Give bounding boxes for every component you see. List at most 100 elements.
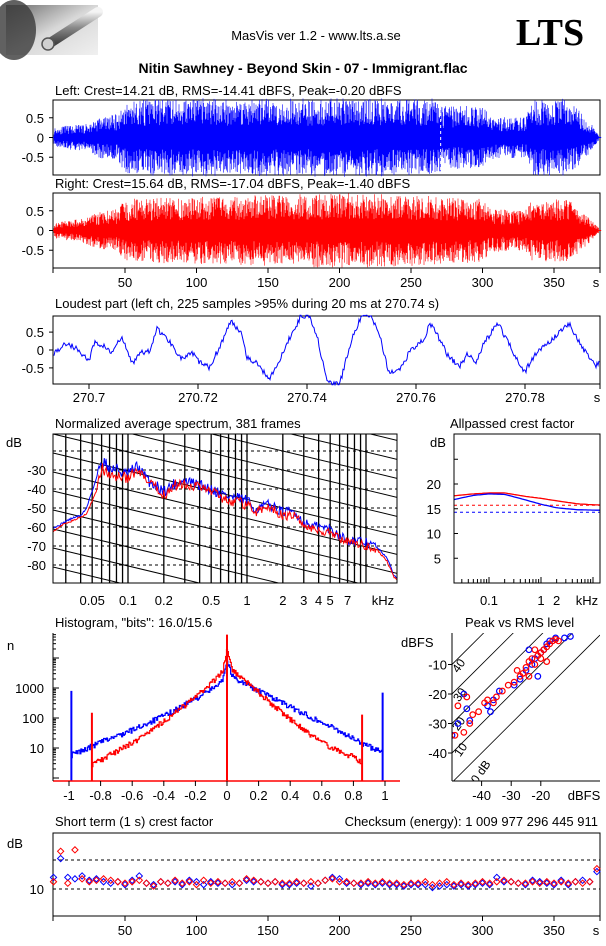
- y-tick-label: -10: [428, 658, 447, 673]
- x-axis-unit: kHz: [372, 593, 394, 608]
- slope-grid-line: [130, 434, 397, 498]
- crest-right-point: [342, 877, 351, 886]
- x-tick-label: 300: [472, 275, 494, 290]
- crest-right-point: [557, 877, 565, 886]
- lts-logo-text: LTS: [516, 12, 584, 54]
- crest-left-point: [314, 879, 322, 888]
- peak-rms-left-point: [561, 634, 568, 642]
- x-tick-label: 0.8: [344, 788, 362, 803]
- peak-rms-right-point: [543, 658, 551, 665]
- peak-rms-right-point: [510, 678, 518, 686]
- crest-left-point: [485, 880, 494, 889]
- y-tick-label: -50: [27, 501, 46, 516]
- crest-right-point: [156, 877, 165, 886]
- crest-right-point: [63, 879, 72, 888]
- crest-right-point: [543, 877, 551, 886]
- peak-rms-right-point: [493, 693, 500, 701]
- x-tick-label: 0.2: [155, 593, 173, 608]
- peak-rms-left-point: [466, 717, 474, 724]
- spectrum-grid: [53, 301, 397, 706]
- crest-right-point: [492, 877, 501, 886]
- slope-grid-line: [53, 301, 397, 383]
- crest-left-point: [85, 876, 94, 885]
- crest-right-point: [421, 877, 430, 886]
- peak-rms-right-point: [531, 661, 539, 668]
- crest-right-point: [206, 879, 215, 888]
- crest-right-point: [171, 876, 179, 885]
- crest-right-point: [507, 877, 515, 886]
- crest-left-point: [128, 876, 136, 885]
- x-tick-label: -1: [63, 788, 75, 803]
- crest-left-point: [71, 875, 79, 883]
- slope-grid-line: [53, 509, 361, 583]
- x-tick-label: 270.72: [178, 390, 218, 405]
- peak-rms-right-point: [525, 672, 533, 680]
- crest-left-point: [371, 880, 380, 889]
- crest-line-label: 10: [451, 740, 470, 759]
- crest-left-point: [400, 882, 408, 890]
- crest-left-point: [550, 880, 558, 889]
- chart-0-waveform: [53, 98, 599, 177]
- crest-left-point: [471, 880, 480, 889]
- x-tick-label: 0.6: [313, 788, 331, 803]
- chart-1-waveform: [53, 193, 599, 268]
- y-axis-label: dB: [430, 435, 446, 450]
- crest-left-point: [564, 880, 573, 889]
- slope-grid-line: [53, 624, 397, 706]
- crest-right-point: [414, 879, 422, 888]
- crest-right-point: [564, 879, 573, 888]
- x-tick-label: 3: [300, 593, 307, 608]
- crest-left-point: [156, 877, 165, 886]
- x-tick-label: 350: [543, 275, 565, 290]
- slope-grid-line: [53, 566, 123, 583]
- crest-right-point: [285, 879, 294, 888]
- crest-reference-line: [452, 633, 573, 754]
- peak-rms-left-point: [546, 637, 554, 645]
- crest-reference-line: [452, 633, 544, 725]
- y-tick-label: -0.5: [22, 361, 44, 376]
- crest-right-point: [528, 877, 537, 886]
- allpassed-right-line: [454, 492, 600, 506]
- crest-right-point: [407, 879, 415, 888]
- crest-line-label: 0 dB: [468, 758, 494, 786]
- crest-left-point: [142, 879, 151, 888]
- peak-rms-right-point: [484, 696, 491, 704]
- crest-left-point: [557, 876, 565, 885]
- crest-left-point: [571, 877, 580, 886]
- crest-left-point: [185, 876, 194, 885]
- crest-left-point: [528, 876, 537, 885]
- x-tick-label: 4: [315, 593, 322, 608]
- chart-5-title: Histogram, "bits": 16.0/15.6: [55, 615, 212, 630]
- peak-rms-left-point: [516, 675, 524, 683]
- y-tick-label: 0.5: [26, 111, 44, 126]
- crest-right-point: [371, 879, 380, 888]
- x-tick-label: 270.78: [505, 390, 545, 405]
- crest-right-point: [578, 879, 587, 888]
- crest-right-point: [142, 879, 151, 888]
- y-axis-label: dBFS: [401, 635, 434, 650]
- crest-left-point: [214, 879, 222, 888]
- peak-rms-right-point: [504, 681, 512, 689]
- crest-left-point: [342, 879, 351, 888]
- chart-7-frame: [52, 832, 601, 917]
- x-tick-label: 1: [537, 593, 544, 608]
- crest-left-point: [500, 877, 508, 886]
- crest-right-point: [149, 882, 158, 890]
- y-tick-label: 0: [37, 131, 44, 146]
- x-tick-label: 50: [118, 275, 132, 290]
- crest-right-point: [299, 879, 308, 888]
- chart-1-title: Right: Crest=15.64 dB, RMS=-17.04 dBFS, …: [55, 176, 410, 191]
- crest-left-point: [492, 873, 501, 882]
- y-tick-label: -30: [27, 463, 46, 478]
- crest-left-point: [349, 879, 358, 888]
- crest-right-point: [321, 876, 330, 885]
- crest-left-point: [464, 882, 473, 890]
- crest-left-point: [149, 880, 158, 889]
- slope-grid-line: [53, 528, 281, 583]
- crest-right-point: [307, 877, 315, 886]
- slope-grid-line: [53, 490, 397, 574]
- crest-right-point: [78, 875, 86, 883]
- allpassed-plot-area: [454, 492, 600, 513]
- crest-left-point: [257, 877, 265, 886]
- crest-right-point: [485, 879, 494, 888]
